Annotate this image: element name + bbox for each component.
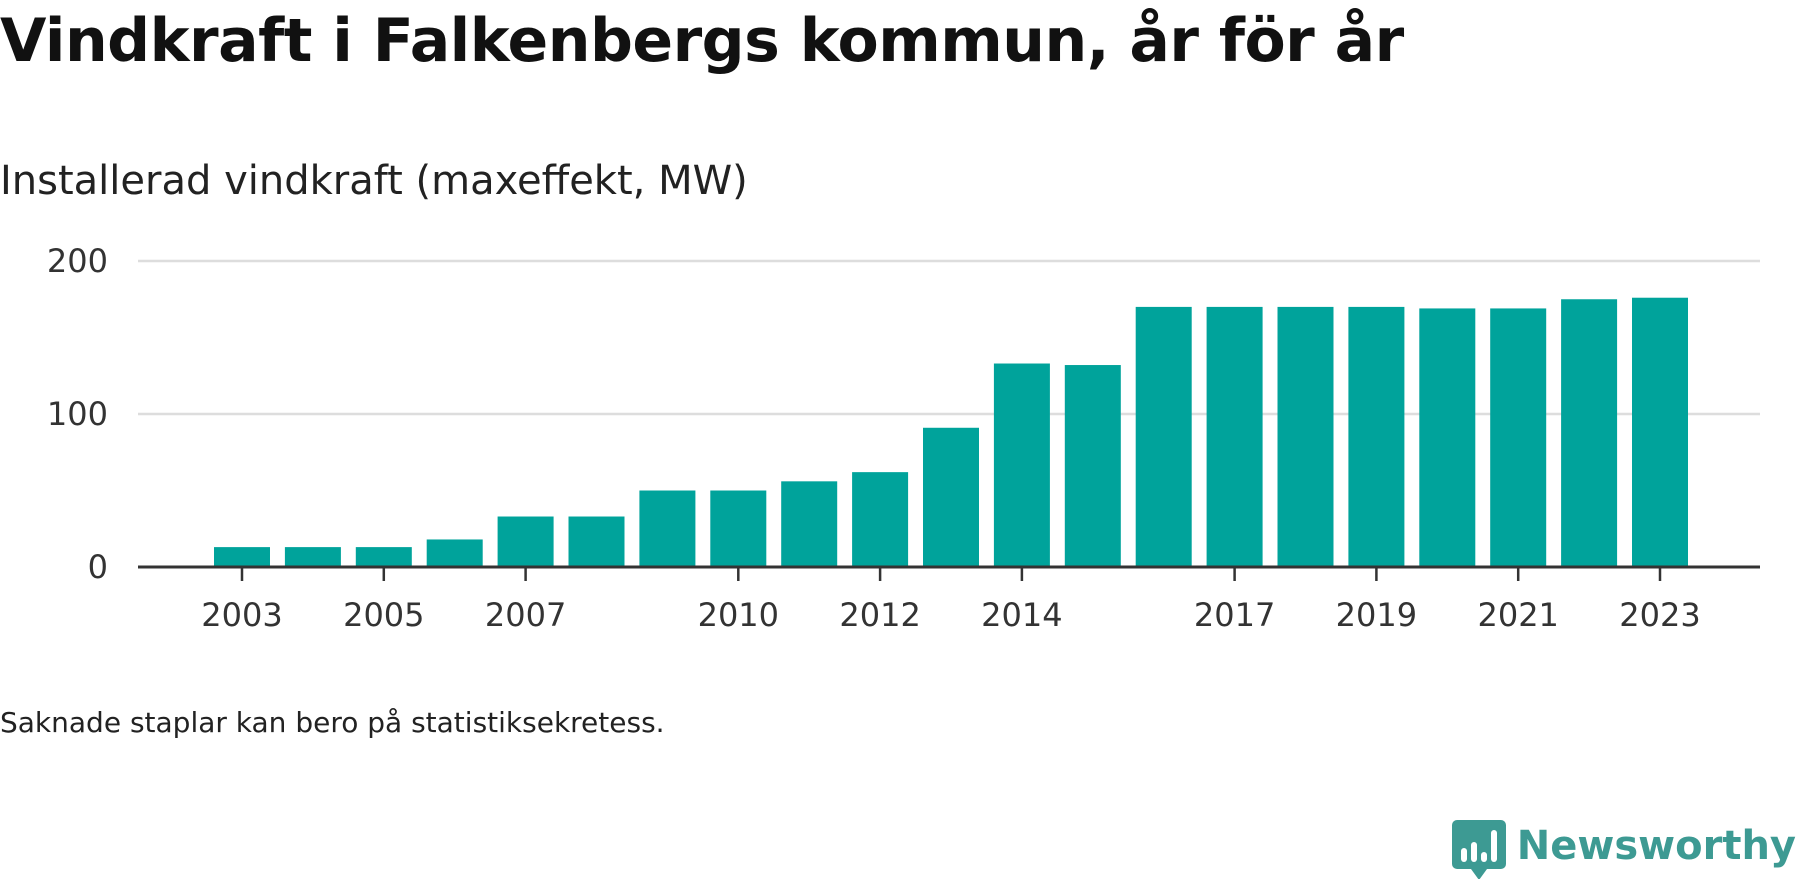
chart-subtitle: Installerad vindkraft (maxeffekt, MW) [0, 158, 748, 204]
y-tick-label: 200 [47, 242, 108, 280]
bar-chart: 0 100 200 2003 2005 2007 2010 2012 2014 2017 2019 2… [47, 242, 1760, 634]
bar-2008 [568, 516, 625, 567]
bar-2013 [923, 427, 979, 567]
x-tick-label: 2019 [1336, 596, 1417, 634]
x-tick-label: 2005 [343, 596, 424, 634]
bar-2009 [639, 490, 696, 567]
y-tick-label: 0 [88, 548, 108, 586]
gridlines [138, 259, 1760, 416]
x-tick-label: 2021 [1477, 596, 1558, 634]
bar-2015 [1064, 365, 1121, 567]
bar-2020 [1419, 308, 1476, 567]
x-tick-label: 2003 [201, 596, 282, 634]
bar-2023 [1632, 297, 1688, 567]
brand: Newsworthy [1451, 818, 1796, 879]
newsworthy-logo-icon [1451, 820, 1506, 879]
axes: 0 100 200 2003 2005 2007 2010 2012 2014 2017 2019 2… [47, 242, 1760, 634]
chart-title: Vindkraft i Falkenbergs kommun, år för å… [0, 6, 1404, 76]
bar-2018 [1277, 306, 1334, 567]
x-tick-label: 2017 [1194, 596, 1275, 634]
bar-2007 [497, 516, 554, 567]
y-tick-label: 100 [47, 395, 108, 433]
bar-2016 [1135, 306, 1192, 567]
bars [214, 297, 1688, 567]
bar-2010 [710, 490, 767, 567]
x-tick-label: 2007 [485, 596, 566, 634]
bar-2017 [1206, 306, 1263, 567]
bar-2019 [1348, 306, 1405, 567]
bar-2004 [284, 547, 341, 567]
bar-2014 [993, 363, 1050, 567]
bar-2006 [426, 539, 483, 567]
x-tick-label: 2010 [698, 596, 779, 634]
x-tick-label: 2012 [839, 596, 920, 634]
brand-name: Newsworthy [1516, 823, 1796, 869]
bar-2022 [1561, 299, 1618, 567]
bar-2012 [852, 472, 909, 567]
bar-2011 [781, 481, 838, 567]
bar-2005 [355, 547, 412, 567]
x-tick-label: 2023 [1619, 596, 1700, 634]
bar-2021 [1490, 308, 1547, 567]
footnote: Saknade staplar kan bero på statistiksek… [0, 706, 665, 739]
x-tick-label: 2014 [981, 596, 1062, 634]
bar-2003 [214, 547, 270, 567]
